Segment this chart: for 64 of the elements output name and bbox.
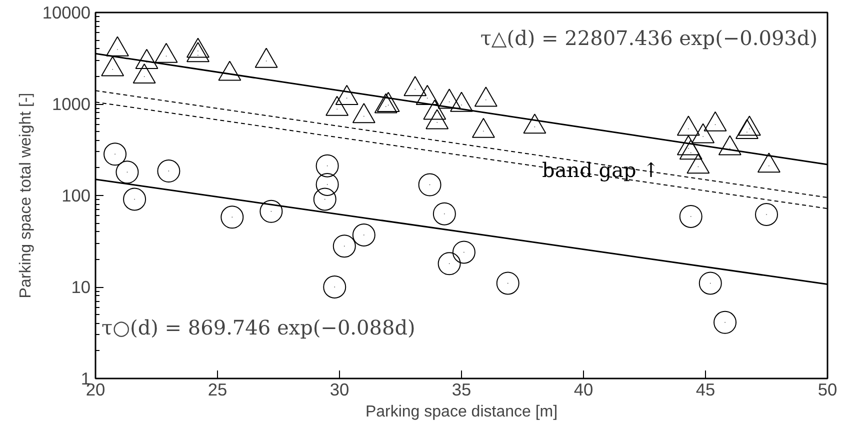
point bbox=[755, 203, 778, 226]
point bbox=[186, 38, 210, 58]
point bbox=[332, 234, 356, 258]
point bbox=[735, 118, 758, 140]
point bbox=[220, 206, 244, 229]
y-tick-label: 10 bbox=[71, 277, 91, 297]
point bbox=[704, 111, 727, 132]
point bbox=[676, 116, 700, 136]
x-tick-label: 20 bbox=[86, 380, 106, 400]
point bbox=[404, 76, 427, 96]
point bbox=[523, 114, 546, 134]
point bbox=[106, 36, 129, 56]
point bbox=[418, 173, 442, 196]
point bbox=[698, 272, 722, 295]
point bbox=[313, 188, 336, 211]
point bbox=[352, 224, 376, 246]
point bbox=[426, 109, 449, 130]
point bbox=[123, 188, 146, 211]
point bbox=[686, 154, 710, 174]
point bbox=[692, 123, 715, 144]
x-tick-label: 30 bbox=[330, 380, 350, 400]
point bbox=[452, 240, 476, 264]
annotation: band gap ↑ bbox=[542, 158, 660, 182]
x-tick-label: 45 bbox=[696, 380, 716, 400]
point bbox=[326, 96, 349, 116]
point bbox=[335, 84, 358, 105]
y-axis-title: Parking space total weight [-] bbox=[17, 92, 34, 298]
point bbox=[679, 140, 702, 160]
x-tick-label: 50 bbox=[818, 380, 838, 400]
point bbox=[260, 200, 283, 223]
point bbox=[676, 135, 700, 156]
x-tick-label: 35 bbox=[452, 380, 472, 400]
point bbox=[450, 92, 473, 112]
x-tick-label: 25 bbox=[208, 380, 228, 400]
point bbox=[132, 63, 156, 84]
point bbox=[679, 204, 702, 228]
point bbox=[738, 116, 761, 136]
point bbox=[718, 135, 742, 156]
annotation: τ○(d) = 869.746 exp(−0.088d) bbox=[102, 315, 416, 340]
point bbox=[472, 118, 495, 138]
point bbox=[186, 42, 210, 62]
point bbox=[714, 310, 737, 334]
point bbox=[254, 48, 278, 68]
point bbox=[438, 88, 461, 109]
y-tick-label: 1000 bbox=[52, 94, 91, 114]
y-tick-label: 10000 bbox=[42, 2, 90, 22]
point bbox=[323, 276, 346, 298]
point bbox=[757, 152, 780, 173]
annotation: τ△(d) = 22807.436 exp(−0.093d) bbox=[480, 26, 818, 50]
point bbox=[218, 60, 242, 81]
point bbox=[432, 202, 456, 226]
point bbox=[316, 172, 339, 196]
point bbox=[352, 103, 376, 124]
point bbox=[438, 252, 461, 276]
point bbox=[416, 84, 439, 105]
point bbox=[101, 56, 124, 76]
point bbox=[496, 272, 520, 295]
point bbox=[154, 42, 178, 63]
point bbox=[474, 86, 498, 107]
x-axis-title: Parking space distance [m] bbox=[365, 404, 558, 420]
x-tick-label: 40 bbox=[574, 380, 594, 400]
point bbox=[423, 100, 446, 120]
point bbox=[135, 48, 158, 69]
y-tick-label: 100 bbox=[62, 186, 91, 206]
